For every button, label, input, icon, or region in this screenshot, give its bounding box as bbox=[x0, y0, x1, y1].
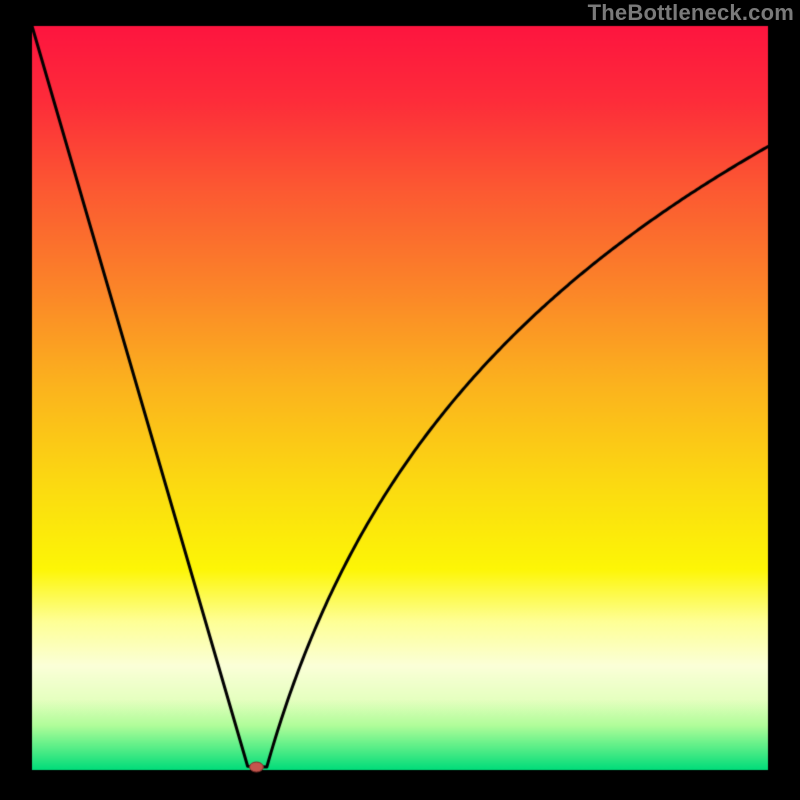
watermark-text: TheBottleneck.com bbox=[588, 0, 794, 26]
bottleneck-curve-chart bbox=[0, 0, 800, 800]
